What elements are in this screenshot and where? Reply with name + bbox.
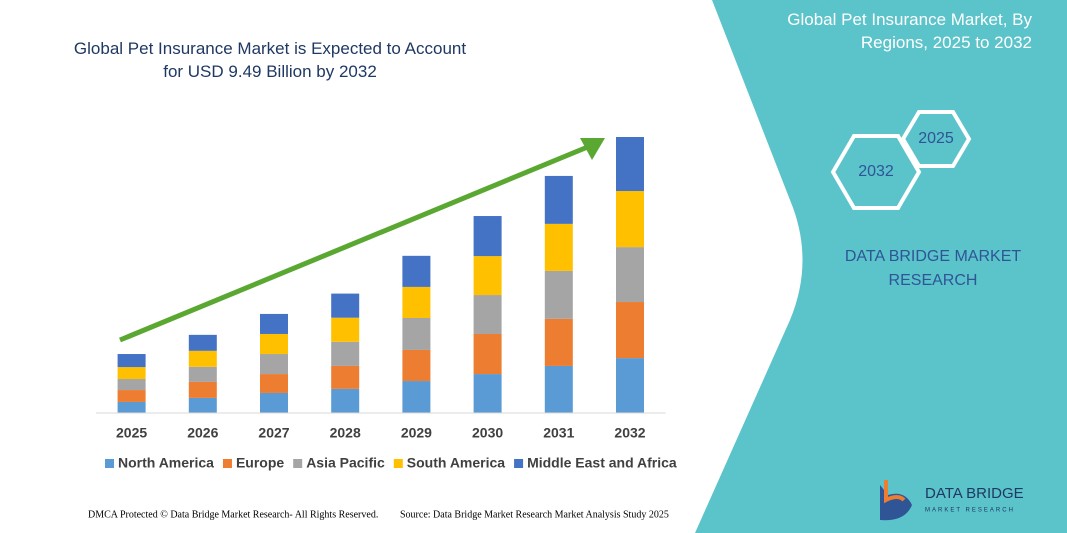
x-tick-label: 2028: [330, 425, 361, 441]
bar-segment: [402, 286, 431, 318]
x-tick-label: 2029: [401, 425, 432, 441]
bar-segment: [331, 317, 360, 342]
bar-segment: [544, 223, 573, 271]
bar-segment: [117, 354, 146, 368]
legend-label: Middle East and Africa: [527, 455, 677, 471]
bar-segment: [544, 270, 573, 319]
bar-segment: [260, 354, 288, 375]
bar-segment: [544, 318, 573, 366]
x-tick-label: 2026: [187, 425, 218, 441]
bar-segment: [402, 349, 431, 382]
bar-segment: [473, 295, 502, 334]
bar-segment: [117, 390, 146, 402]
legend-swatch: [514, 459, 524, 468]
legend-label: North America: [118, 455, 214, 471]
bar-segment: [402, 255, 431, 287]
bar-segment: [260, 333, 288, 355]
bar-segment: [473, 216, 502, 257]
bar-segment: [331, 388, 360, 413]
bar-segment: [188, 334, 217, 351]
legend-label: South America: [407, 455, 505, 471]
bar-segment: [616, 191, 644, 248]
footer-right: Source: Data Bridge Market Research Mark…: [400, 509, 669, 520]
logo-mark: [884, 480, 906, 504]
hexagon: [830, 134, 922, 210]
bar-segment: [260, 392, 288, 413]
bar-segment: [402, 317, 431, 350]
bar-segment: [616, 247, 644, 303]
footer-left: DMCA Protected © Data Bridge Market Rese…: [88, 509, 378, 520]
bar-segment: [616, 358, 644, 413]
legend-swatch: [222, 459, 232, 468]
hexagon-label: 2032: [858, 163, 894, 180]
bar-segment: [616, 137, 644, 192]
logo-mark: [880, 485, 912, 521]
legend-swatch: [105, 459, 114, 468]
legend-swatch: [393, 459, 403, 468]
side-panel: [695, 0, 1067, 533]
logo-tagline: MARKET RESEARCH: [925, 508, 1015, 514]
bar-segment: [616, 302, 644, 359]
x-tick-label: 2030: [472, 425, 503, 441]
bar-segment: [473, 256, 502, 296]
bar-segment: [188, 366, 217, 382]
arrow-head: [580, 138, 605, 160]
bar-segment: [260, 374, 288, 393]
bar-segment: [544, 365, 573, 413]
x-tick-label: 2032: [614, 425, 645, 441]
bar-segment: [117, 367, 146, 380]
bar-segment: [473, 374, 502, 413]
trend-arrow: [119, 143, 591, 343]
chart-title: Global Pet Insurance Market is Expected …: [74, 39, 466, 81]
bar-segment: [331, 365, 360, 389]
bar-segment: [402, 381, 431, 413]
bar-segment: [260, 313, 288, 334]
bar-segment: [188, 381, 217, 398]
bar-segment: [473, 333, 502, 375]
x-tick-label: 2025: [116, 425, 147, 441]
brand-text: DATA BRIDGE MARKET RESEARCH: [845, 248, 1022, 289]
bar-segment: [188, 397, 217, 413]
bar-segment: [331, 293, 360, 318]
bar-segment: [188, 350, 217, 367]
bar-segment: [544, 175, 573, 224]
panel-title: Global Pet Insurance Market, By Regions, …: [787, 10, 1032, 52]
legend-label: Europe: [236, 455, 284, 471]
bar-segment: [331, 341, 360, 366]
x-tick-label: 2031: [543, 425, 574, 441]
x-tick-label: 2027: [258, 425, 289, 441]
hexagon: [900, 110, 972, 168]
hexagon-label: 2025: [918, 130, 954, 147]
bar-segment: [117, 379, 146, 391]
logo-name: DATA BRIDGE: [925, 485, 1024, 502]
legend-label: Asia Pacific: [306, 455, 385, 471]
legend-swatch: [293, 459, 303, 468]
bar-segment: [117, 401, 146, 413]
